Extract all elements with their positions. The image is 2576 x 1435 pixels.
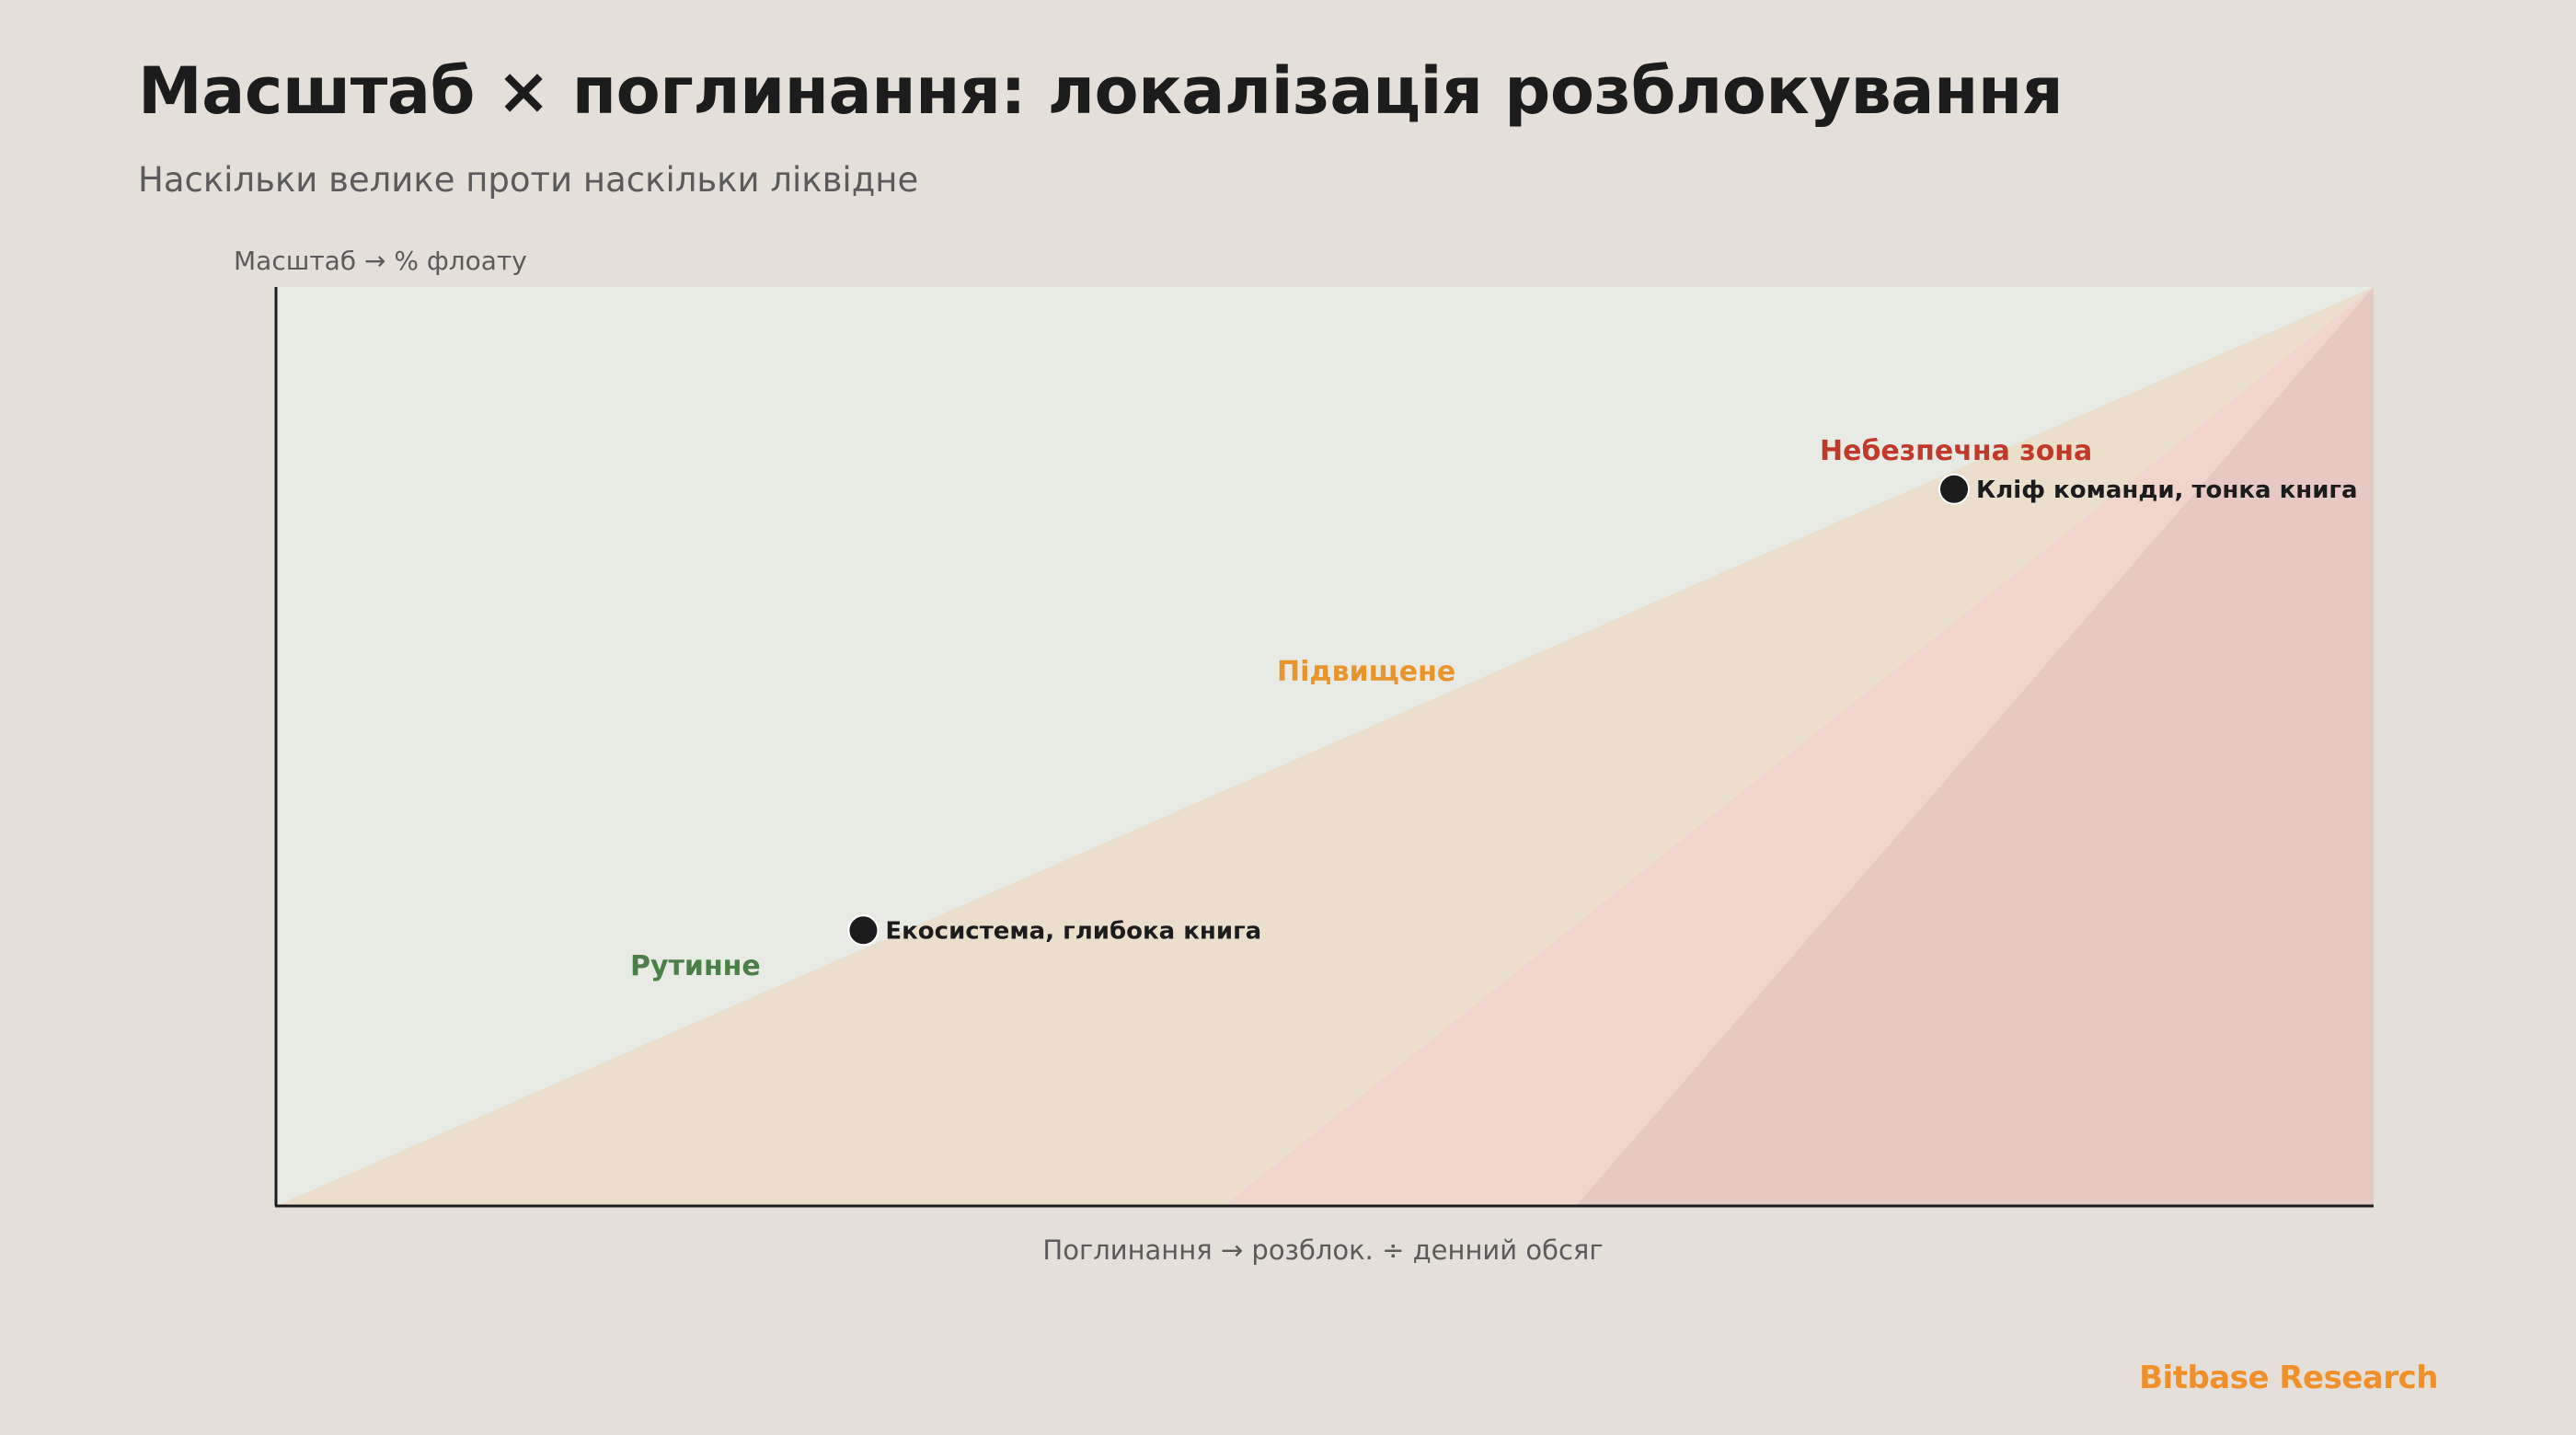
zone-label-danger: Небезпечна зона	[1820, 435, 2092, 467]
zone-danger-core-area	[1576, 287, 2374, 1206]
points-layer: Екосистема, глибока книга Кліф команди, т…	[847, 473, 2358, 947]
zones-layer	[276, 287, 2374, 1206]
brand-logo: Bitbase Research	[2139, 1360, 2438, 1396]
zone-label-elevated: Підвищене	[1277, 656, 1455, 688]
data-point-label-1: Екосистема, глибока книга	[885, 917, 1261, 945]
data-point-2	[1938, 473, 1970, 505]
page-subtitle: Наскільки велике проти наскільки ліквідн…	[138, 160, 919, 200]
x-axis-label: Поглинання → розблок. ÷ денний обсяг	[1042, 1234, 1603, 1266]
data-point-label-2: Кліф команди, тонка книга	[1976, 476, 2358, 504]
page-title: Масштаб × поглинання: локалізація розбло…	[138, 53, 2064, 129]
y-axis-label: Масштаб → % флоату	[234, 246, 527, 276]
zone-label-routine: Рутинне	[630, 950, 761, 982]
data-point-1	[847, 914, 880, 947]
